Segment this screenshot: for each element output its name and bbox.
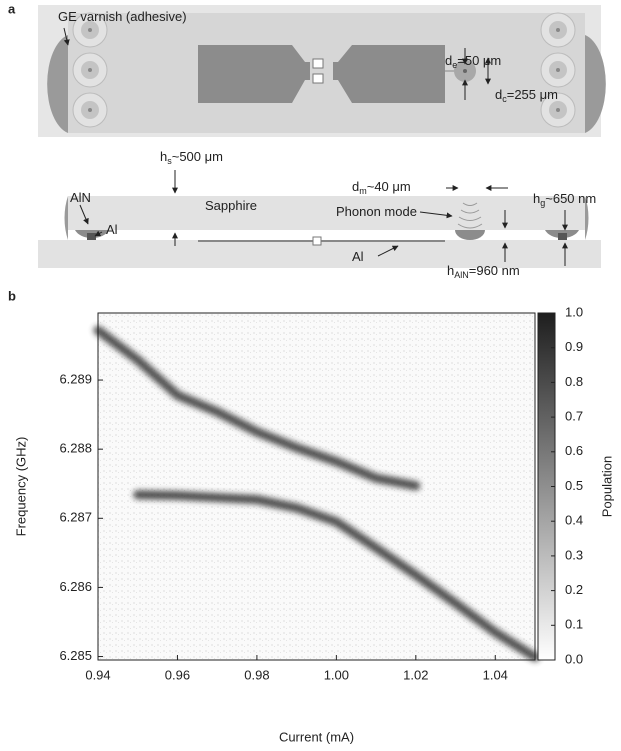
panel-letter: a — [8, 1, 16, 16]
label: Sapphire — [205, 198, 257, 213]
panel-letter: b — [8, 288, 16, 303]
x-tick-label: 1.04 — [483, 667, 508, 682]
x-tick-label: 0.96 — [165, 667, 190, 682]
label-part: AlN — [70, 190, 91, 205]
label-part: ~40 μm — [367, 179, 411, 194]
subscript: m — [359, 186, 367, 196]
y-tick-label: 6.286 — [59, 579, 92, 594]
colorbar-tick-label: 0.7 — [565, 409, 583, 424]
plot-background — [98, 313, 535, 660]
subscript: AlN — [454, 270, 469, 280]
label: Al — [106, 222, 118, 237]
label-part: h — [447, 263, 454, 278]
label-part: ~650 nm — [545, 191, 596, 206]
label-part: Al — [106, 222, 118, 237]
label: Phonon mode — [336, 204, 417, 219]
label: Al — [352, 249, 364, 264]
label-part: d — [495, 87, 502, 102]
colorbar-tick-label: 0.3 — [565, 547, 583, 562]
label-part: d — [352, 179, 359, 194]
colorbar-tick-label: 0.8 — [565, 374, 583, 389]
y-tick-label: 6.287 — [59, 510, 92, 525]
colorbar-tick-label: 0.1 — [565, 617, 583, 632]
label: hs~500 μm — [160, 149, 223, 166]
colorbar-tick-label: 0.5 — [565, 478, 583, 493]
ridge — [133, 490, 540, 662]
label-part: h — [160, 149, 167, 164]
label-part: GE varnish (adhesive) — [58, 9, 187, 24]
x-axis-label: Current (mA) — [279, 729, 354, 744]
colorbar-tick-label: 0.6 — [565, 443, 583, 458]
label: dm~40 μm — [352, 179, 411, 196]
colorbar-tick-label: 0.0 — [565, 651, 583, 666]
side-view — [38, 170, 601, 268]
top-view — [38, 5, 606, 137]
subscript: e — [452, 60, 457, 70]
heatmap: 0.0 0.1 0.2 0.3 0.4 0.5 0.6 0.7 0.8 0.9 1.0 Populat… — [13, 304, 614, 744]
label-part: d — [445, 53, 452, 68]
label-part: Phonon mode — [336, 204, 417, 219]
colorbar-tick-label: 0.9 — [565, 339, 583, 354]
subscript: s — [167, 156, 172, 166]
colorbar-tick-label: 1.0 — [565, 304, 583, 319]
label-part: =960 nm — [469, 263, 520, 278]
x-tick-label: 0.98 — [244, 667, 269, 682]
plot-frame — [97, 312, 536, 661]
y-tick-label: 6.289 — [59, 371, 92, 386]
label-part: Al — [352, 249, 364, 264]
label-part: Sapphire — [205, 198, 257, 213]
subscript: c — [502, 94, 507, 104]
label: de=50 μm — [445, 53, 501, 70]
label: dc=255 μm — [495, 87, 558, 104]
x-tick-label: 1.00 — [324, 667, 349, 682]
label-part: =50 μm — [457, 53, 501, 68]
colorbar-tick-label: 0.2 — [565, 582, 583, 597]
y-axis-label: Frequency (GHz) — [13, 437, 28, 537]
colorbar-tick-label: 0.4 — [565, 513, 583, 528]
y-tick-label: 6.288 — [59, 441, 92, 456]
label-part: h — [533, 191, 540, 206]
label: hg~650 nm — [533, 191, 596, 208]
x-tick-label: 0.94 — [85, 667, 110, 682]
label-part: ~500 μm — [172, 149, 223, 164]
subscript: g — [540, 198, 545, 208]
label: AlN — [70, 190, 91, 205]
colorbar-label: Population — [599, 456, 614, 517]
label: GE varnish (adhesive) — [58, 9, 187, 24]
label-part: =255 μm — [507, 87, 558, 102]
x-tick-label: 1.02 — [403, 667, 428, 682]
y-tick-label: 6.285 — [59, 648, 92, 663]
label: hAlN=960 nm — [447, 263, 520, 280]
ridge — [93, 325, 421, 491]
